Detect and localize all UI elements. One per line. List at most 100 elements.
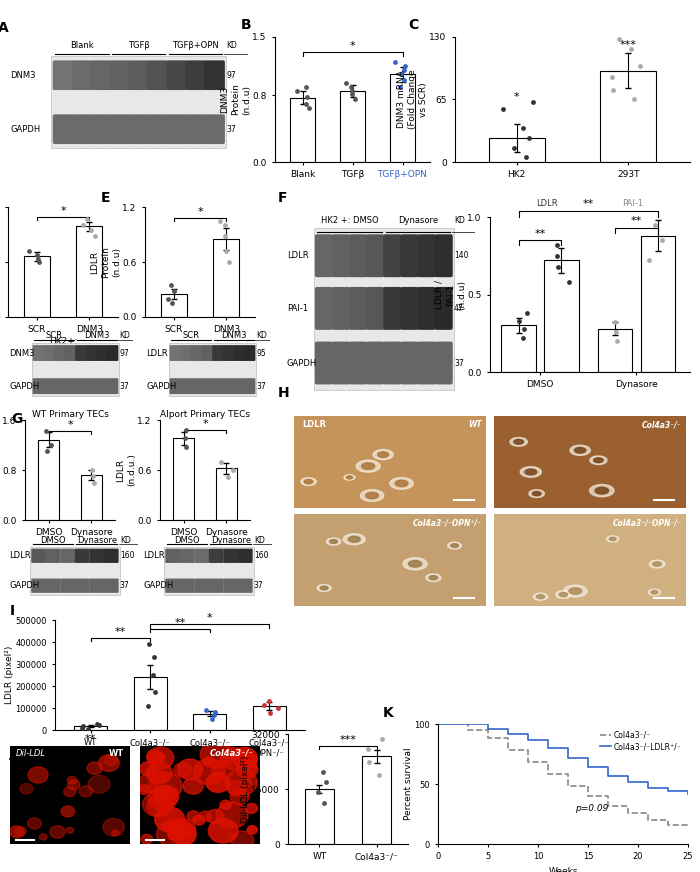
Point [656,234,667,248]
Circle shape [206,809,224,824]
Text: *: * [60,206,66,215]
Point [521,306,532,320]
Text: Col4a3⁻/⁻OPN⁻/⁻: Col4a3⁻/⁻OPN⁻/⁻ [613,518,682,527]
FancyBboxPatch shape [52,114,74,144]
Text: WT: WT [468,420,482,429]
Col4a3⁻/⁻LDLR⁺/⁻ [624,776,632,787]
Point [144,637,155,651]
FancyBboxPatch shape [366,235,384,277]
Circle shape [536,595,545,599]
FancyBboxPatch shape [109,60,130,90]
Text: GAPDH: GAPDH [9,582,39,590]
FancyBboxPatch shape [90,60,111,90]
Circle shape [533,492,541,496]
Point [24,244,35,258]
FancyBboxPatch shape [64,345,76,361]
Point [301,80,312,94]
Text: LDLR: LDLR [302,420,326,429]
Y-axis label: LDLR
(n.d.u.): LDLR (n.d.u.) [116,453,136,487]
Circle shape [155,807,185,832]
Text: DNM3: DNM3 [10,71,36,79]
Circle shape [147,747,174,769]
Text: 37: 37 [120,582,130,590]
Y-axis label: LDLR
(n.d.u.): LDLR (n.d.u.) [0,453,1,487]
Point [523,131,534,145]
Bar [51,57,226,148]
Col4a3⁻/⁻LDLR⁺/⁻ [444,719,452,729]
FancyBboxPatch shape [46,578,61,593]
Text: I: I [10,603,15,617]
Point [313,786,324,800]
Circle shape [50,826,65,838]
Text: 37: 37 [226,125,236,133]
FancyBboxPatch shape [71,60,92,90]
Y-axis label: LDLR
Protein
(n.d.u): LDLR Protein (n.d.u) [90,246,121,278]
Point [223,470,234,484]
FancyBboxPatch shape [97,345,108,361]
Point [148,668,159,682]
FancyBboxPatch shape [32,578,46,593]
Text: 37: 37 [454,358,464,367]
Text: 95: 95 [256,349,266,358]
Point [363,742,374,756]
Point [509,140,520,154]
Point [320,775,331,789]
Text: **: ** [534,228,545,239]
Text: DNM3: DNM3 [221,331,246,340]
FancyBboxPatch shape [435,342,453,385]
Circle shape [139,785,150,794]
FancyBboxPatch shape [104,578,118,593]
Point [659,202,671,216]
Bar [640,235,675,372]
Point [374,768,385,782]
Point [552,249,563,262]
Text: *: * [202,419,208,429]
FancyBboxPatch shape [75,345,87,361]
Circle shape [390,478,413,489]
FancyBboxPatch shape [400,342,419,385]
FancyBboxPatch shape [180,548,195,563]
Text: *: * [197,207,203,217]
Text: 47: 47 [454,304,464,313]
Text: DNM3: DNM3 [9,349,35,358]
Text: DMSO: DMSO [41,535,66,545]
Circle shape [330,540,337,543]
Text: **: ** [85,734,97,745]
Circle shape [193,815,204,825]
Point [41,425,52,439]
Circle shape [247,826,258,834]
FancyBboxPatch shape [191,345,202,361]
Bar [305,789,334,844]
Circle shape [610,537,616,541]
Point [89,228,100,242]
FancyBboxPatch shape [71,114,92,144]
Point [179,432,190,446]
Col4a3⁻/⁻LDLR⁺/⁻ [584,762,592,773]
FancyBboxPatch shape [332,235,350,277]
Text: KD: KD [226,41,237,50]
Circle shape [564,585,587,597]
Text: WT: WT [109,749,124,758]
Col4a3⁻/⁻LDLR⁺/⁻ [434,719,442,729]
Text: SCR: SCR [46,331,63,340]
Circle shape [212,760,234,779]
Circle shape [246,803,258,814]
FancyBboxPatch shape [435,287,453,330]
FancyBboxPatch shape [43,345,55,361]
Col4a3⁻/⁻ [544,769,552,780]
Text: LDLR: LDLR [536,199,557,208]
Bar [294,514,486,606]
Point [650,218,661,232]
Text: ***: *** [620,40,637,50]
FancyBboxPatch shape [202,378,213,394]
Point [527,95,538,109]
Bar [501,325,536,372]
Text: GAPDH: GAPDH [9,382,39,391]
FancyBboxPatch shape [104,548,118,563]
Bar [253,706,286,730]
Point [82,722,93,736]
Text: ***: *** [340,735,356,745]
Bar [494,416,686,508]
FancyBboxPatch shape [180,578,195,593]
Point [610,316,621,330]
